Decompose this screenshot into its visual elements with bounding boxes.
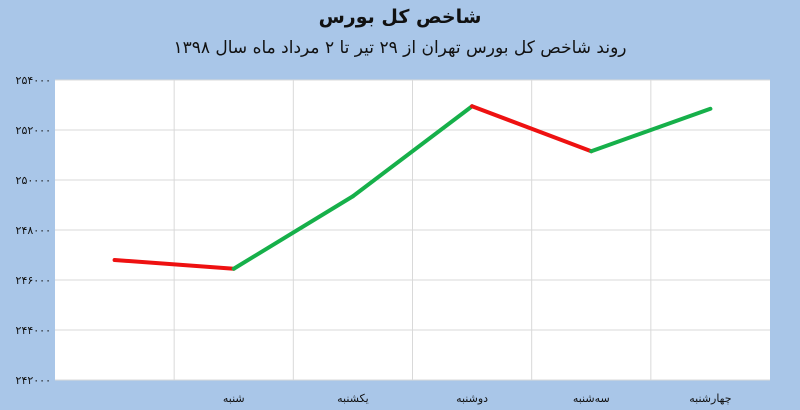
line-segment-up <box>589 106 713 154</box>
x-tick-label: یکشنبه <box>337 392 369 405</box>
chart-title: شاخص کل بورس <box>318 6 482 28</box>
line-segment-up <box>350 104 475 199</box>
line-segment-down <box>112 258 236 271</box>
y-tick-label: ۲۵۲۰۰۰ <box>16 124 51 137</box>
y-tick-label: ۲۴۴۰۰۰ <box>16 324 51 337</box>
y-tick-label: ۲۴۶۰۰۰ <box>16 274 51 287</box>
y-axis: ۲۴۲۰۰۰ ۲۴۴۰۰۰ ۲۴۶۰۰۰ ۲۴۸۰۰۰ ۲۵۰۰۰۰ ۲۵۲۰۰۰ ۲۵۴۰… <box>16 74 51 387</box>
chart-subtitle: روند شاخص کل بورس تهران از ۲۹ تیر تا ۲ م… <box>173 38 627 58</box>
line-segment-up <box>231 194 355 271</box>
line-segment-down <box>470 104 594 154</box>
x-tick-label: چهارشنبه <box>689 392 731 405</box>
y-tick-label: ۲۵۴۰۰۰ <box>16 74 51 87</box>
x-tick-label: شنبه <box>223 392 245 405</box>
x-tick-label: سه‌شنبه <box>573 392 610 405</box>
y-tick-label: ۲۴۸۰۰۰ <box>16 224 51 237</box>
y-tick-label: ۲۴۲۰۰۰ <box>16 374 51 387</box>
x-tick-label: دوشنبه <box>456 392 488 405</box>
series-line <box>112 104 713 271</box>
x-axis: شنبه یکشنبه دوشنبه سه‌شنبه چهارشنبه <box>223 392 732 405</box>
y-tick-label: ۲۵۰۰۰۰ <box>16 174 51 187</box>
